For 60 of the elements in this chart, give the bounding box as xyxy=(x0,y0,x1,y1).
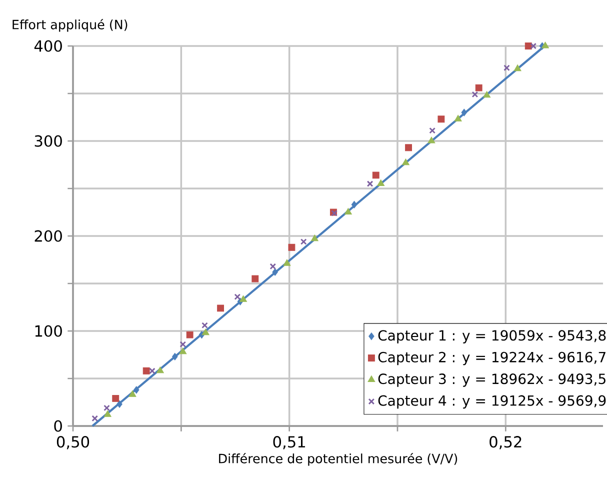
point xyxy=(310,234,318,242)
point xyxy=(454,114,462,122)
point xyxy=(530,42,537,50)
point xyxy=(92,415,98,422)
y-tick-label: 300 xyxy=(34,135,62,147)
point xyxy=(134,386,140,394)
point xyxy=(366,180,374,187)
point xyxy=(438,116,445,123)
point xyxy=(542,42,549,48)
point xyxy=(283,259,291,266)
point xyxy=(344,208,352,215)
x-tick-label: 0,52 xyxy=(490,436,522,450)
point xyxy=(180,341,186,348)
point xyxy=(202,322,208,328)
point xyxy=(202,328,210,336)
point xyxy=(186,331,194,338)
point xyxy=(372,172,380,179)
point xyxy=(104,410,112,417)
point xyxy=(504,64,510,72)
point xyxy=(377,179,385,186)
point xyxy=(524,42,532,50)
point xyxy=(514,64,522,72)
point xyxy=(217,304,224,312)
legend-label: Capteur 2 : y = 19224x - 9616,7 xyxy=(378,352,606,366)
point xyxy=(405,144,412,152)
x-tick-label: 0,51 xyxy=(273,436,305,450)
point xyxy=(300,238,307,245)
point xyxy=(104,404,110,412)
legend-label: Capteur 4 : y = 19125x - 9569,9 xyxy=(378,395,606,409)
point xyxy=(148,368,156,374)
y-tick-label: 0 xyxy=(54,420,62,432)
point xyxy=(116,400,122,408)
point xyxy=(128,390,136,397)
point xyxy=(429,127,436,134)
point xyxy=(288,244,296,251)
point xyxy=(428,136,436,144)
x-axis-title: Différence de potentiel mesurée (V/V) xyxy=(219,453,458,466)
point xyxy=(240,295,247,302)
legend-label: Capteur 3 : y = 18962x - 9493,5 xyxy=(378,374,606,387)
point xyxy=(270,263,276,270)
point xyxy=(461,108,467,116)
point xyxy=(272,268,278,276)
point xyxy=(142,367,150,374)
y-axis-title: Effort appliqué (N) xyxy=(12,19,128,32)
point xyxy=(402,158,410,166)
point xyxy=(172,352,178,360)
y-tick-label: 100 xyxy=(35,325,62,337)
point xyxy=(112,394,120,402)
point xyxy=(234,294,241,300)
point xyxy=(156,366,164,374)
point xyxy=(472,91,478,98)
y-tick-label: 200 xyxy=(34,230,62,242)
x-tick-label: 0,50 xyxy=(56,436,90,450)
legend-label: Capteur 1 : y = 19059x - 9543,8 xyxy=(378,330,606,344)
point xyxy=(179,348,187,354)
point xyxy=(252,275,259,282)
y-tick-label: 400 xyxy=(34,40,62,52)
point xyxy=(351,200,358,208)
point xyxy=(483,91,491,98)
point xyxy=(475,84,482,92)
